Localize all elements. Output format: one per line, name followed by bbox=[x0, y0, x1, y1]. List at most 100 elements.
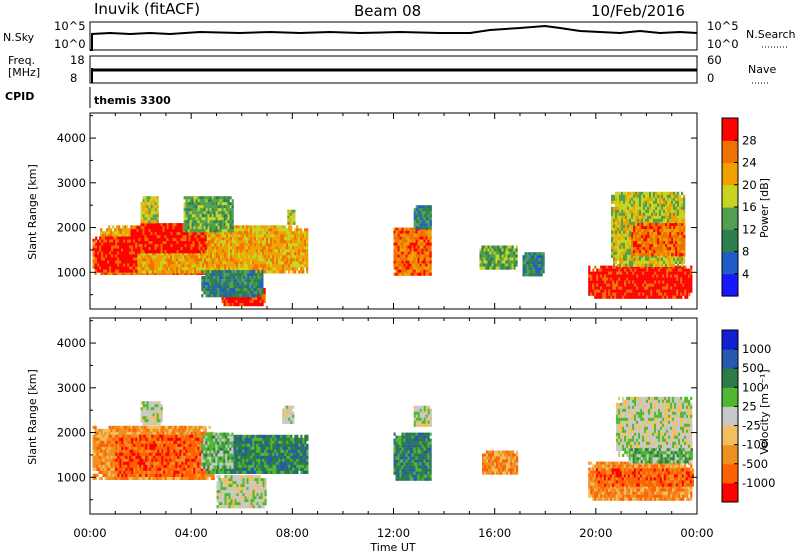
power-cell bbox=[495, 248, 498, 252]
power-cell bbox=[121, 263, 124, 267]
power-cell bbox=[495, 251, 498, 255]
power-cell bbox=[532, 255, 535, 259]
power-cell bbox=[236, 267, 239, 271]
power-cell bbox=[105, 242, 108, 246]
power-cell bbox=[198, 255, 201, 259]
power-cell bbox=[231, 297, 234, 301]
power-cell bbox=[144, 244, 147, 248]
power-cell bbox=[296, 261, 299, 265]
power-cell bbox=[97, 245, 100, 249]
power-cell bbox=[684, 274, 687, 278]
power-cell bbox=[264, 249, 267, 253]
power-cell bbox=[144, 199, 147, 203]
power-cell bbox=[284, 243, 287, 247]
power-cell bbox=[616, 283, 619, 287]
power-cell bbox=[130, 232, 133, 236]
power-cell bbox=[262, 267, 265, 271]
power-cell bbox=[413, 236, 416, 240]
power-cell bbox=[253, 291, 256, 295]
power-cell bbox=[686, 286, 689, 290]
power-cell bbox=[229, 220, 232, 224]
power-cell bbox=[407, 245, 410, 249]
power-cell bbox=[248, 255, 251, 259]
power-cell bbox=[180, 226, 183, 230]
power-cell bbox=[185, 214, 188, 218]
power-cell bbox=[180, 267, 183, 271]
power-cell bbox=[676, 292, 679, 296]
power-cell bbox=[125, 257, 128, 261]
power-cell bbox=[248, 261, 251, 265]
power-cell bbox=[419, 233, 422, 237]
power-cell bbox=[218, 249, 221, 253]
power-cell bbox=[660, 283, 663, 287]
power-cell bbox=[266, 267, 269, 271]
power-cell bbox=[524, 261, 527, 265]
power-cell bbox=[162, 241, 165, 245]
power-cell bbox=[306, 246, 309, 250]
power-cell bbox=[618, 277, 621, 281]
power-cell bbox=[168, 270, 171, 274]
power-cell bbox=[203, 229, 206, 233]
power-cell bbox=[154, 208, 157, 212]
power-cell bbox=[242, 264, 245, 268]
power-cell bbox=[251, 270, 254, 274]
power-cell bbox=[188, 252, 191, 256]
power-cell bbox=[536, 252, 539, 256]
power-cell bbox=[542, 264, 545, 268]
power-cell bbox=[423, 236, 426, 240]
power-cell bbox=[274, 267, 277, 271]
power-cell bbox=[102, 234, 105, 238]
power-cell bbox=[164, 258, 167, 262]
power-cell bbox=[223, 282, 226, 286]
power-cell bbox=[286, 231, 289, 235]
power-cell bbox=[227, 270, 230, 274]
power-cell bbox=[103, 245, 106, 249]
power-cell bbox=[185, 220, 188, 224]
power-cell bbox=[417, 226, 420, 230]
power-cell bbox=[652, 277, 655, 281]
power-cell bbox=[127, 236, 130, 240]
power-cell bbox=[144, 247, 147, 251]
power-cell bbox=[256, 240, 259, 244]
power-cell bbox=[260, 267, 263, 271]
power-cell bbox=[148, 270, 151, 274]
power-cell bbox=[222, 258, 225, 262]
power-cell bbox=[393, 239, 396, 243]
power-cell bbox=[614, 286, 617, 290]
power-cell bbox=[216, 237, 219, 241]
power-cell bbox=[162, 255, 165, 259]
power-cell bbox=[598, 283, 601, 287]
power-cell bbox=[604, 292, 607, 296]
power-cell bbox=[654, 283, 657, 287]
power-cell bbox=[227, 217, 230, 221]
power-cell bbox=[296, 258, 299, 262]
power-cell bbox=[419, 266, 422, 270]
power-cell bbox=[146, 252, 149, 256]
power-cell bbox=[534, 255, 537, 259]
power-cell bbox=[221, 291, 224, 295]
power-cell bbox=[598, 286, 601, 290]
power-cell bbox=[211, 282, 214, 286]
power-cell bbox=[223, 288, 226, 292]
power-cell bbox=[234, 237, 237, 241]
power-cell bbox=[294, 237, 297, 241]
power-cell bbox=[421, 220, 424, 224]
power-cell bbox=[650, 292, 653, 296]
power-cell bbox=[419, 211, 422, 215]
power-cell bbox=[231, 279, 234, 283]
power-cell bbox=[212, 243, 215, 247]
power-cell bbox=[244, 255, 247, 259]
power-cell bbox=[423, 211, 426, 215]
power-cell bbox=[298, 231, 301, 235]
power-cell bbox=[144, 229, 147, 233]
power-cell bbox=[407, 269, 410, 273]
power-cell bbox=[140, 223, 143, 227]
power-cell bbox=[194, 264, 197, 268]
power-cell bbox=[204, 232, 207, 236]
power-cell bbox=[105, 245, 108, 249]
power-cell bbox=[588, 280, 591, 284]
power-cell bbox=[624, 295, 627, 299]
power-cell bbox=[417, 257, 420, 261]
power-cell bbox=[522, 255, 525, 259]
power-cell bbox=[530, 252, 533, 256]
